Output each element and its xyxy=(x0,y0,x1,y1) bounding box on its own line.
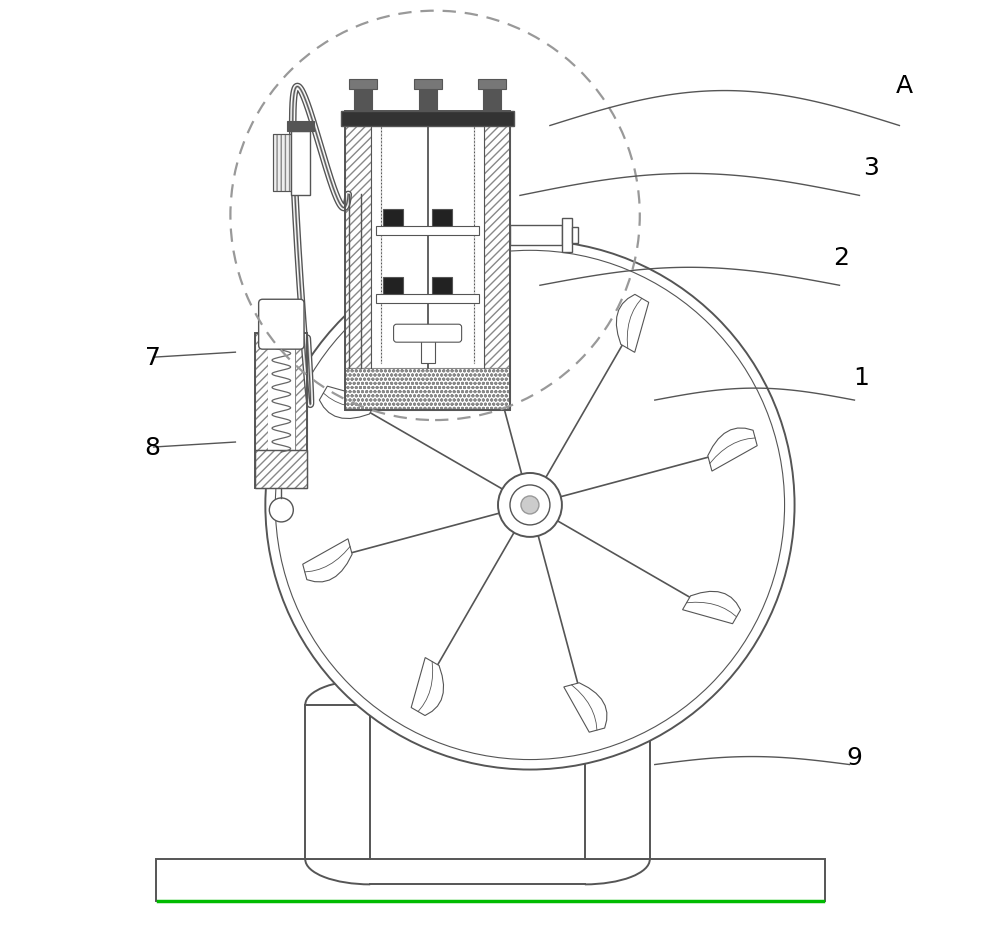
Polygon shape xyxy=(411,658,444,715)
Bar xyxy=(273,135,293,192)
Bar xyxy=(349,78,377,88)
Bar xyxy=(255,450,307,488)
Bar xyxy=(383,277,403,296)
Text: 7: 7 xyxy=(145,346,160,370)
Bar xyxy=(273,135,293,192)
Text: A: A xyxy=(896,73,913,98)
Bar xyxy=(585,705,650,859)
Bar xyxy=(383,209,403,228)
Bar xyxy=(432,277,452,296)
Circle shape xyxy=(275,250,785,760)
Bar xyxy=(268,333,295,488)
FancyBboxPatch shape xyxy=(259,299,304,349)
Bar xyxy=(572,227,578,244)
Circle shape xyxy=(510,485,550,525)
Bar xyxy=(484,111,510,368)
Text: 2: 2 xyxy=(833,246,849,271)
FancyBboxPatch shape xyxy=(394,325,462,342)
Text: 3: 3 xyxy=(864,156,879,180)
Polygon shape xyxy=(453,278,496,327)
Bar xyxy=(345,368,510,410)
Circle shape xyxy=(498,473,562,537)
Bar xyxy=(255,450,307,488)
Bar xyxy=(287,121,314,130)
Polygon shape xyxy=(708,428,757,472)
Bar xyxy=(478,78,506,88)
Circle shape xyxy=(269,498,293,522)
Polygon shape xyxy=(319,386,377,418)
Circle shape xyxy=(265,240,795,769)
Bar xyxy=(305,705,370,859)
Bar xyxy=(432,209,452,228)
Bar xyxy=(371,111,484,368)
Polygon shape xyxy=(303,538,352,582)
Bar xyxy=(291,130,310,195)
Bar xyxy=(419,88,437,111)
Bar xyxy=(483,88,501,111)
Bar xyxy=(345,111,510,410)
Bar xyxy=(255,333,307,488)
Polygon shape xyxy=(616,295,649,352)
Bar xyxy=(376,226,479,235)
Bar xyxy=(341,111,514,126)
Bar xyxy=(376,295,479,303)
Bar xyxy=(562,219,572,252)
Bar xyxy=(255,333,268,488)
Bar xyxy=(510,225,562,246)
Polygon shape xyxy=(683,591,741,624)
Bar xyxy=(295,333,307,488)
Text: 1: 1 xyxy=(854,366,869,390)
Bar xyxy=(421,335,435,363)
Bar xyxy=(156,859,825,901)
Bar xyxy=(354,88,372,111)
Text: 9: 9 xyxy=(847,746,862,769)
Bar xyxy=(345,111,371,368)
Polygon shape xyxy=(564,683,607,732)
Bar xyxy=(414,78,442,88)
Circle shape xyxy=(521,496,539,514)
Text: 8: 8 xyxy=(145,436,161,460)
